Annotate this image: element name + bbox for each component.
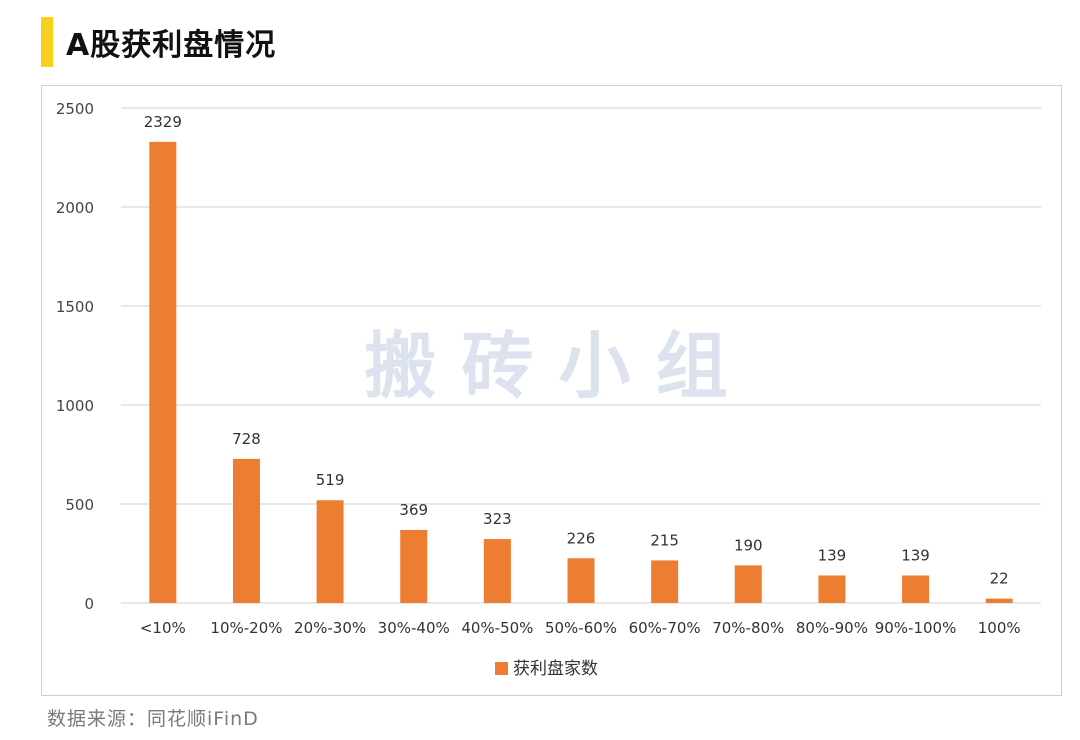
bar-10: [902, 575, 930, 603]
y-tick-label: 0: [84, 595, 94, 613]
bar-1: [149, 141, 177, 603]
bar-9: [818, 575, 846, 603]
data-label: 519: [316, 471, 345, 489]
chart-frame: 搬 砖 小 组 0 500 1000 1500 2000 2500 2329 <10% 728 10…: [41, 85, 1062, 696]
title-accent-bar: [41, 17, 53, 67]
legend-swatch: [495, 662, 508, 675]
x-tick-label: 10%-20%: [210, 619, 282, 637]
x-tick-label: <10%: [140, 619, 186, 637]
bar-chart: 搬 砖 小 组 0 500 1000 1500 2000 2500 2329 <10% 728 10…: [56, 100, 1041, 679]
y-tick-label: 500: [65, 496, 94, 514]
x-tick-label: 100%: [978, 619, 1021, 637]
x-tick-label: 60%-70%: [629, 619, 701, 637]
data-label: 369: [399, 501, 428, 519]
x-tick-label: 20%-30%: [294, 619, 366, 637]
bar-8: [734, 565, 762, 603]
bar-6: [567, 558, 595, 603]
x-tick-label: 70%-80%: [712, 619, 784, 637]
x-tick-label: 50%-60%: [545, 619, 617, 637]
bar-11: [985, 598, 1013, 603]
bar-3: [316, 500, 344, 603]
bar-4: [400, 529, 428, 603]
y-tick-label: 1500: [56, 298, 94, 316]
data-label: 190: [734, 536, 763, 554]
bar-2: [232, 458, 260, 603]
legend-label: 获利盘家数: [513, 659, 598, 679]
watermark-text: 搬 砖 小 组: [364, 324, 727, 408]
bar-5: [483, 539, 511, 603]
x-tick-label: 30%-40%: [378, 619, 450, 637]
data-label: 139: [901, 546, 930, 564]
y-tick-label: 1000: [56, 397, 94, 415]
page-title: A股获利盘情况: [66, 28, 277, 63]
x-tick-label: 80%-90%: [796, 619, 868, 637]
data-label: 2329: [144, 113, 182, 131]
data-label: 226: [567, 529, 596, 547]
x-tick-label: 90%-100%: [875, 619, 957, 637]
data-label: 139: [818, 546, 847, 564]
data-source-note: 数据来源：同花顺iFinD: [47, 708, 259, 730]
y-tick-label: 2000: [56, 199, 94, 217]
y-tick-label: 2500: [56, 100, 94, 118]
data-label: 22: [990, 570, 1009, 588]
data-label: 728: [232, 430, 261, 448]
x-tick-label: 40%-50%: [461, 619, 533, 637]
data-label: 215: [650, 531, 679, 549]
bar-7: [651, 560, 679, 603]
data-label: 323: [483, 510, 512, 528]
